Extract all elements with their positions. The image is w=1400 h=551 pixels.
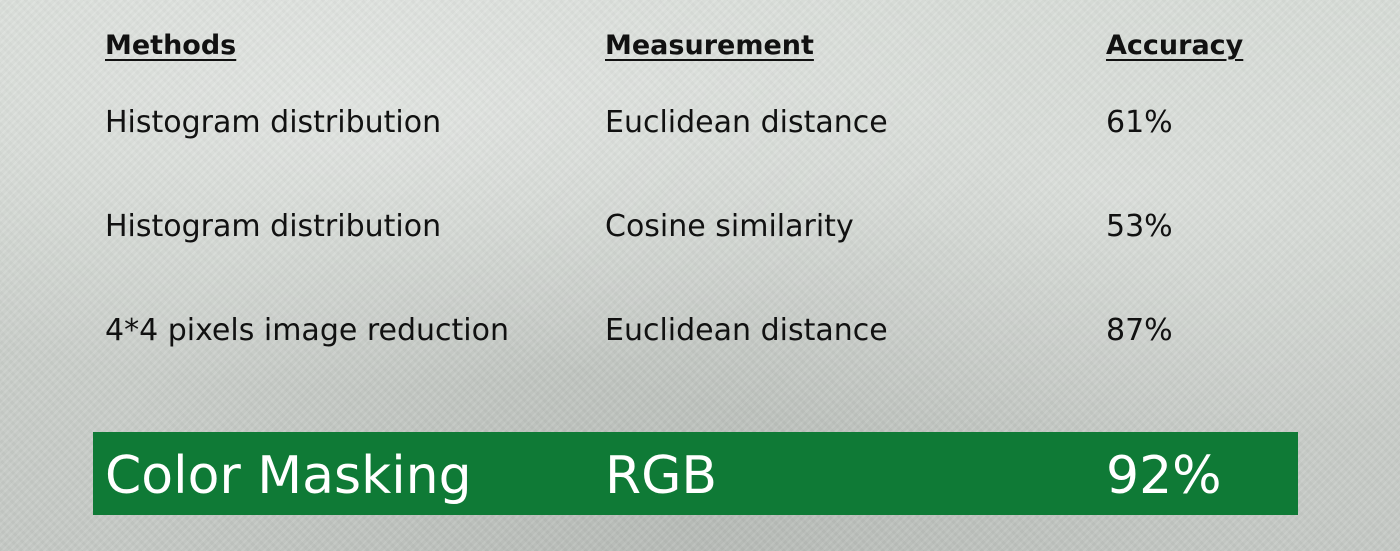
row-1-method: Histogram distribution	[105, 105, 442, 140]
row-3-accuracy: 87%	[1106, 313, 1173, 348]
row-2-accuracy: 53%	[1106, 209, 1173, 244]
header-measurement: Measurement	[605, 30, 814, 61]
row-3-measurement: Euclidean distance	[605, 313, 888, 348]
header-accuracy: Accuracy	[1106, 30, 1244, 61]
highlight-row-bar	[93, 432, 1298, 515]
highlight-method: Color Masking	[105, 446, 472, 506]
highlight-measurement: RGB	[605, 446, 718, 506]
header-methods: Methods	[105, 30, 237, 61]
highlight-accuracy: 92%	[1106, 446, 1222, 506]
row-2-method: Histogram distribution	[105, 209, 442, 244]
row-1-measurement: Euclidean distance	[605, 105, 888, 140]
row-1-accuracy: 61%	[1106, 105, 1173, 140]
row-3-method: 4*4 pixels image reduction	[105, 313, 510, 348]
row-2-measurement: Cosine similarity	[605, 209, 854, 244]
